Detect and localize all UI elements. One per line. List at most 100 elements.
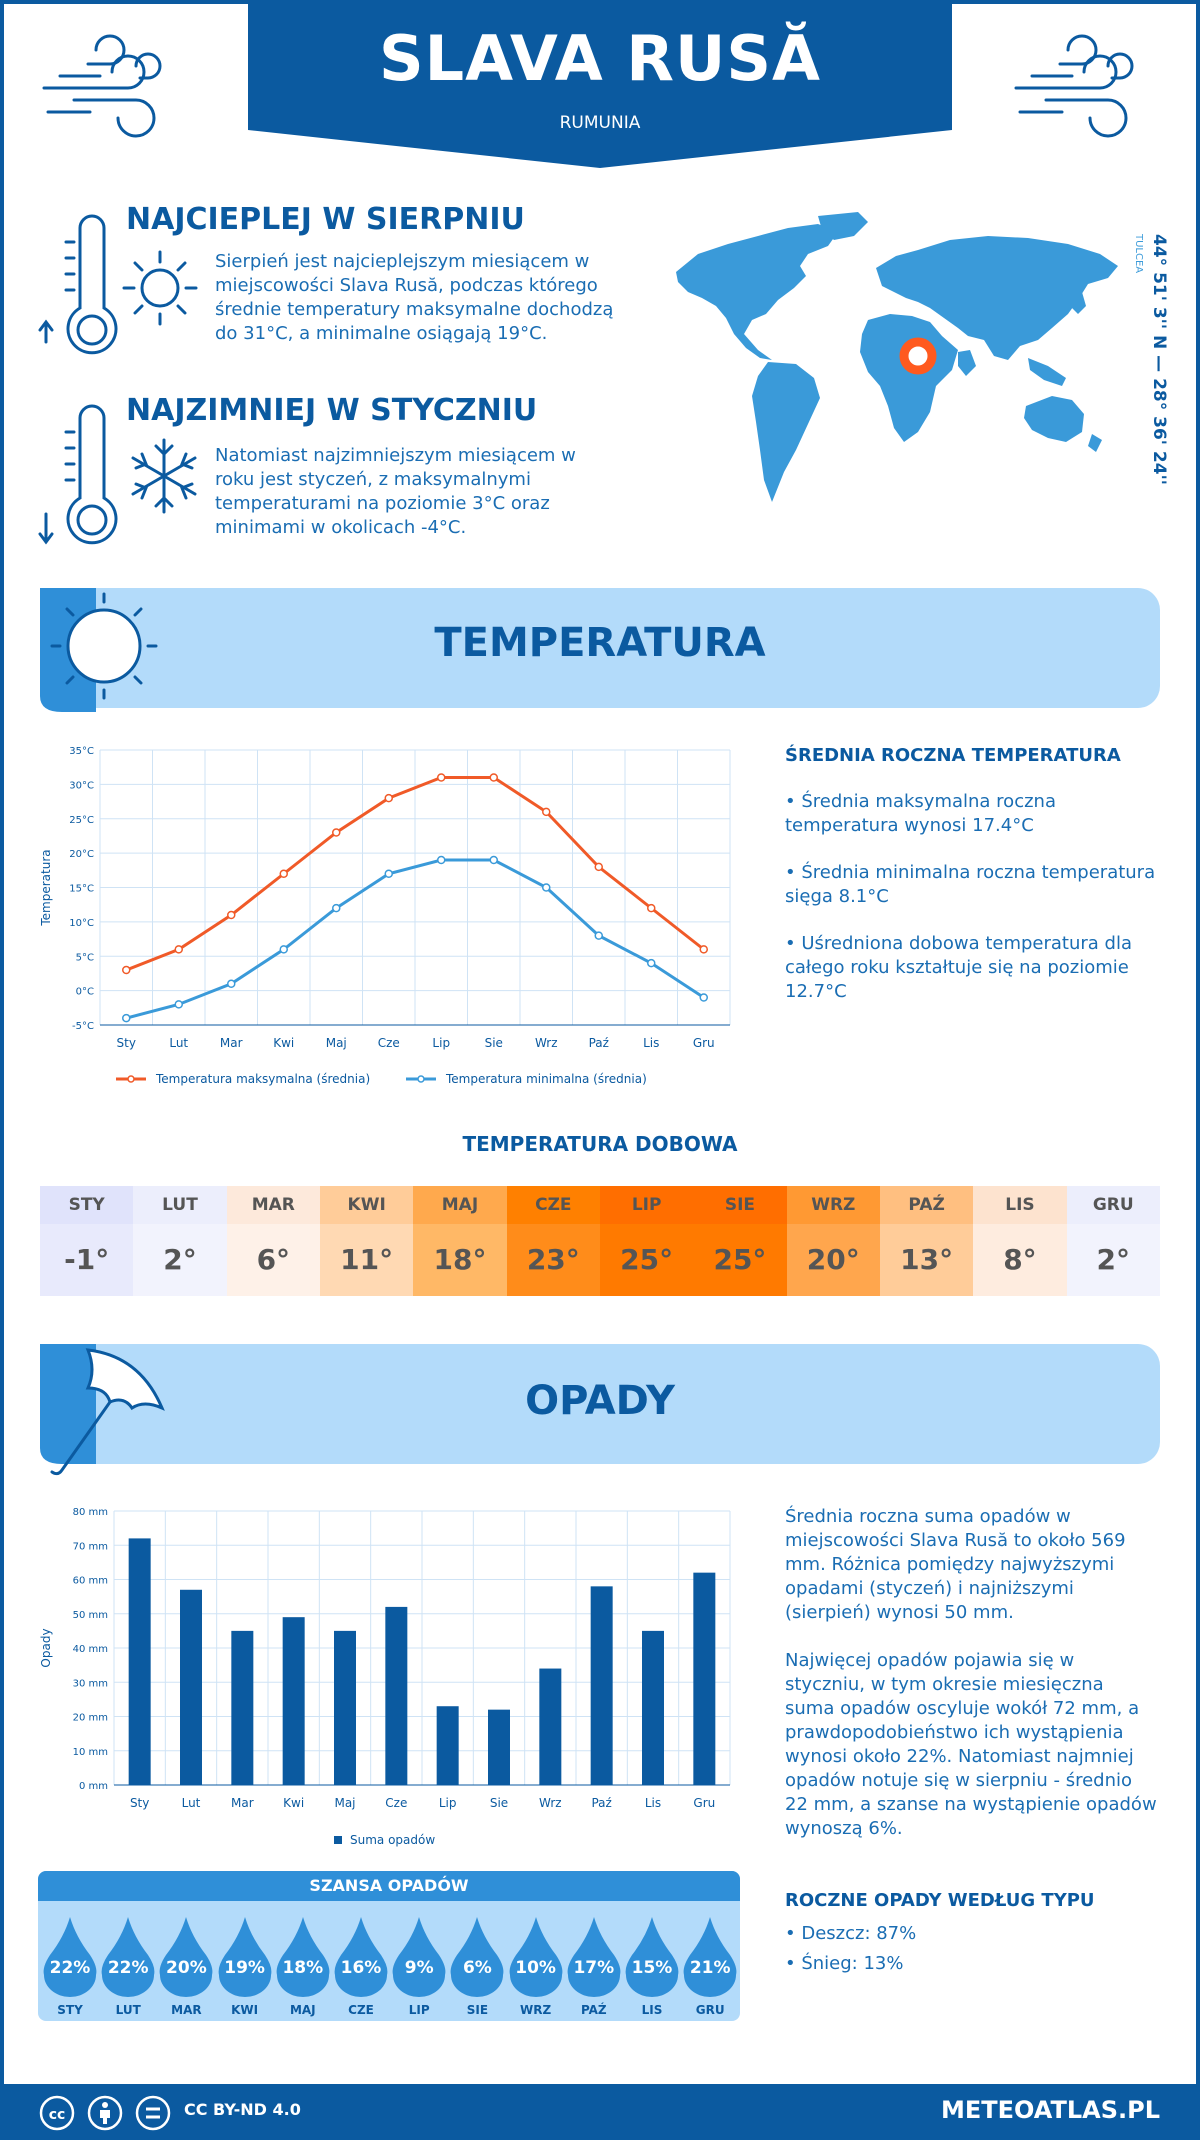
x-tick-label: Mar (231, 1796, 254, 1810)
x-tick-label: Wrz (535, 1036, 558, 1050)
license-icons: cc (39, 2095, 171, 2131)
data-point (332, 903, 341, 913)
daily-temp-cell: PAŹ 13° (879, 1186, 974, 1296)
x-tick-label: Paź (591, 1796, 611, 1810)
daily-temp-table: STY -1° LUT 2° MAR 6° KWI 11° MAJ 18° CZE 23° LIP 25°… (40, 1186, 1160, 1296)
data-point (384, 793, 393, 803)
data-point (332, 828, 341, 837)
x-tick-label: Sty (117, 1036, 136, 1050)
bar (180, 1589, 202, 1785)
raindrop-icon (683, 1917, 737, 1997)
daily-temp-value: -1° (40, 1224, 134, 1296)
coordinates-label: 44° 51' 3'' N — 28° 36' 24'' E TULCEA (1133, 233, 1169, 490)
data-point (279, 869, 288, 878)
daily-temp-value: 25° (693, 1224, 787, 1296)
cc-icon: cc (49, 2107, 66, 2123)
daily-temp-value: 25° (599, 1224, 694, 1296)
bar (334, 1630, 356, 1785)
annual-temp-title: ŚREDNIA ROCZNA TEMPERATURA (785, 745, 1121, 766)
person-icon (102, 2102, 108, 2108)
daily-temp-value: 8° (973, 1224, 1067, 1296)
y-tick-label: 30 mm (73, 1678, 108, 1689)
daily-temp-value: 18° (413, 1224, 507, 1296)
x-tick-label: Lut (182, 1796, 201, 1810)
data-point (699, 993, 708, 1002)
y-tick-label: 20°C (69, 849, 94, 860)
thermometer-warm-icon (38, 214, 118, 355)
precip-chance-value: 15% (631, 1958, 673, 1978)
daily-temp-value: 2° (133, 1224, 227, 1296)
daily-temp-cell: MAR 6° (226, 1186, 320, 1296)
legend-label: Temperatura minimalna (średnia) (445, 1072, 647, 1086)
y-tick-label: 10°C (69, 918, 94, 929)
x-tick-label: Lip (432, 1036, 450, 1050)
x-tick-label: Maj (326, 1036, 347, 1050)
precip-chance-value: 10% (515, 1958, 556, 1978)
sun-thermometer-icon (40, 588, 158, 712)
x-tick-label: Kwi (283, 1796, 304, 1810)
x-tick-label: Sty (130, 1796, 149, 1810)
legend-swatch (334, 1836, 342, 1844)
data-point (699, 945, 708, 954)
precip-rain: • Deszcz: 87% (785, 1923, 917, 1944)
bar (590, 1586, 613, 1785)
precip-chance-item: 16% CZE (333, 1915, 389, 2017)
precip-chance-month: MAJ (289, 2003, 316, 2017)
location-marker (899, 337, 937, 375)
daily-temp-cell: LIP 25° (599, 1186, 694, 1296)
precip-chance-value: 19% (224, 1958, 265, 1978)
y-tick-label: 5°C (76, 952, 94, 963)
thermometer-cold-icon (38, 404, 118, 545)
site-link[interactable]: METEOATLAS.PL (940, 2096, 1160, 2124)
x-tick-label: Paź (589, 1036, 609, 1050)
bar (539, 1668, 562, 1785)
precip-chance-value: 21% (689, 1958, 731, 1978)
precip-chance-item: 20% MAR (158, 1915, 214, 2017)
precip-title: OPADY (525, 1378, 675, 1424)
y-tick-label: 25°C (69, 815, 94, 826)
data-point (489, 855, 498, 865)
precipitation-chart: 0 mm 10 mm 20 mm 30 mm 40 mm 50 mm 60 mm 70 mm 8… (39, 1507, 731, 1847)
daily-month-label: LIS (973, 1186, 1067, 1224)
daily-month-label: MAJ (413, 1186, 507, 1224)
precip-chance-month: LIS (641, 2003, 663, 2017)
bar (488, 1709, 510, 1785)
x-tick-label: Maj (334, 1796, 355, 1810)
y-tick-label: 60 mm (73, 1576, 108, 1587)
daily-month-label: SIE (693, 1186, 787, 1224)
y-tick-label: 80 mm (73, 1507, 108, 1518)
y-tick-label: 50 mm (73, 1610, 108, 1621)
precip-type-title: ROCZNE OPADY WEDŁUG TYPU (785, 1890, 1095, 1911)
daily-temp-cell: LUT 2° (133, 1186, 227, 1296)
raindrop-icon (276, 1917, 330, 1997)
precip-chance-month: WRZ (520, 2003, 552, 2017)
legend-label: Suma opadów (350, 1833, 435, 1847)
precip-chance-value: 20% (166, 1958, 207, 1978)
data-point (437, 773, 446, 782)
series-line (125, 776, 705, 972)
precip-chance-value: 9% (404, 1958, 434, 1978)
bar (128, 1538, 151, 1785)
sun-icon (122, 250, 198, 326)
data-point (647, 903, 656, 913)
precip-text-2: Najwięcej opadów pojawia się w styczniu,… (785, 1650, 1157, 1839)
y-tick-label: 40 mm (73, 1644, 108, 1655)
data-point (122, 965, 131, 975)
precip-chance-item: 17% PAŹ (566, 1915, 622, 2017)
annual-temp-max: • Średnia maksymalna roczna temperatura … (785, 791, 1056, 836)
data-point (279, 945, 288, 954)
daily-temp-cell: GRU 2° (1066, 1186, 1160, 1296)
data-point (542, 883, 551, 892)
warmest-title: NAJCIEPLEJ W SIERPNIU (126, 202, 525, 237)
legend-label: Temperatura maksymalna (średnia) (155, 1072, 370, 1086)
precip-chance-value: 16% (340, 1958, 382, 1978)
y-tick-label: 15°C (69, 884, 94, 895)
precip-chance-item: 22% LUT (100, 1915, 156, 2017)
precip-chance-month: LUT (115, 2003, 141, 2017)
precip-chance-value: 18% (282, 1958, 324, 1978)
y-tick-label: -5°C (72, 1021, 94, 1032)
bar (231, 1630, 254, 1785)
precip-chance-month: LIP (408, 2003, 430, 2017)
daily-temp-cell: LIS 8° (973, 1186, 1067, 1296)
daily-temp-cell: WRZ 20° (786, 1186, 880, 1296)
